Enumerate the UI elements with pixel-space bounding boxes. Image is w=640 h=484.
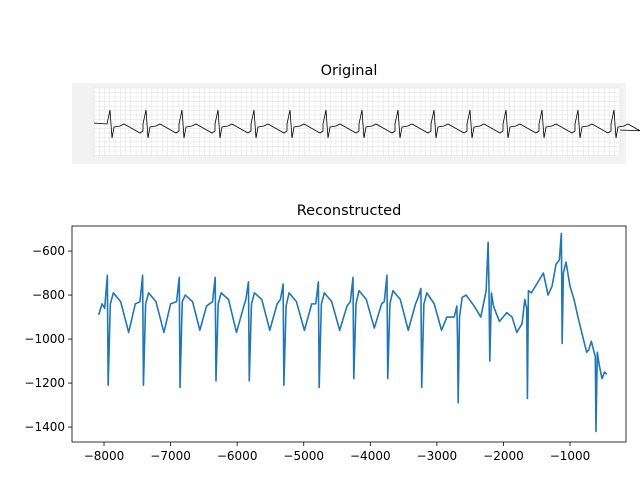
data-line <box>97 232 608 433</box>
chart-title: Original <box>321 63 378 79</box>
x-tick-label: −7000 <box>150 449 191 463</box>
ecg-image <box>93 87 640 156</box>
y-tick-label: −800 <box>32 288 65 302</box>
y-tick-label: −1000 <box>24 332 65 346</box>
axes-frame <box>71 225 627 443</box>
x-tick-label: −5000 <box>283 449 324 463</box>
x-tick-label: −3000 <box>417 449 458 463</box>
x-tick-label: −1000 <box>550 449 591 463</box>
y-tick-label: −600 <box>32 244 65 258</box>
plot-area: −8000 −7000 −6000 −5000 −4000 −3000 −2000 −1000… <box>24 225 627 463</box>
x-tick-label: −2000 <box>483 449 524 463</box>
x-tick-label: −6000 <box>217 449 258 463</box>
y-tick-label: −1200 <box>24 376 65 390</box>
x-tick-label: −8000 <box>84 449 125 463</box>
ecg-trace <box>93 109 640 139</box>
y-tick-label: −1400 <box>24 420 65 434</box>
chart-title: Reconstructed <box>297 203 402 219</box>
x-tick-label: −4000 <box>350 449 391 463</box>
